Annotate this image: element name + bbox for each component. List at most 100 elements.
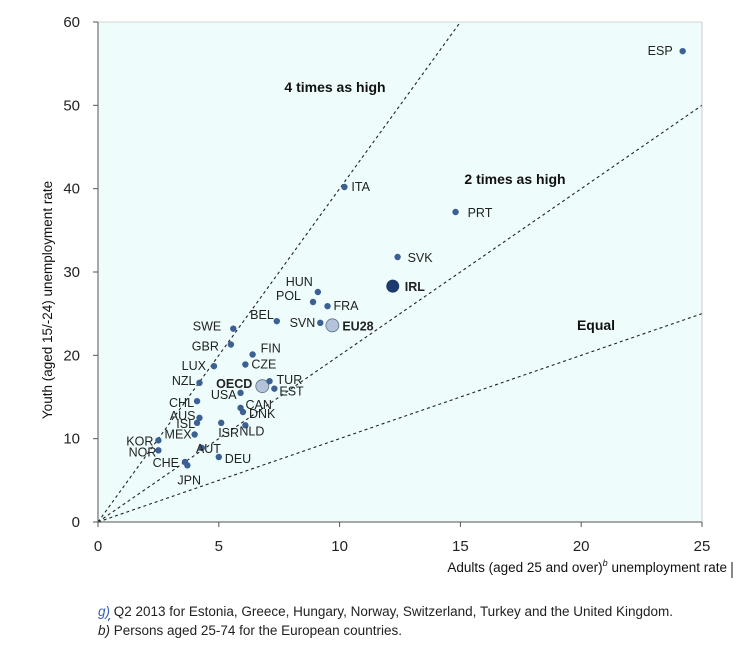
data-point <box>249 351 256 358</box>
x-tick-label: 15 <box>452 538 469 555</box>
data-point-label: CAN <box>246 398 272 412</box>
data-point-label: LUX <box>182 359 207 373</box>
data-point <box>230 325 237 332</box>
data-point <box>191 431 198 438</box>
y-tick-label: 60 <box>63 14 80 31</box>
reference-line-label: Equal <box>577 317 615 333</box>
data-point-label: NZL <box>172 374 196 388</box>
data-point <box>198 444 206 452</box>
x-tick-label: 25 <box>694 538 711 555</box>
y-tick-label: 0 <box>72 514 80 531</box>
reference-line-label: 4 times as high <box>284 79 385 95</box>
footnote-b: b) Persons aged 25-74 for the European c… <box>98 621 673 640</box>
data-point <box>227 341 235 348</box>
y-tick-label: 30 <box>63 264 80 281</box>
x-axis-title: Adults (aged 25 and over)b unemployment … <box>447 558 727 575</box>
data-point-label: SVK <box>408 251 434 265</box>
data-point <box>452 208 459 216</box>
reference-line-label: 2 times as high <box>464 171 565 187</box>
footnote-a: g) Q2 2013 for Estonia, Greece, Hungary,… <box>98 602 673 621</box>
data-point-label: FRA <box>334 299 360 313</box>
data-point-label: SWE <box>193 320 221 334</box>
data-point <box>242 361 249 368</box>
data-point <box>218 419 225 427</box>
data-point <box>266 377 273 385</box>
footnote-a-text: Q2 2013 for Estonia, Greece, Hungary, No… <box>110 604 674 619</box>
data-point-label: EU28 <box>342 319 373 333</box>
y-axis-title: Youth (aged 15/-24) unemployment rate <box>40 181 55 419</box>
x-tick-label: 10 <box>331 538 348 555</box>
data-point <box>215 453 222 461</box>
x-tick-label: 0 <box>94 538 102 555</box>
data-point-label: TUR <box>277 373 303 387</box>
data-point-label: MEX <box>165 428 193 442</box>
data-point <box>155 437 162 444</box>
y-tick-label: 50 <box>63 97 80 114</box>
data-point <box>679 47 686 55</box>
data-point-label: PRT <box>468 206 493 220</box>
data-point <box>155 447 162 454</box>
tick-labels: 0 5 10 15 20 25 0 10 20 30 40 50 60 <box>63 14 710 555</box>
data-point <box>210 362 218 370</box>
data-point <box>193 397 201 405</box>
data-point-label: ISR <box>218 426 239 440</box>
data-point-label: NLD <box>239 424 264 438</box>
data-point-label: OECD <box>216 377 252 391</box>
data-point-label: ISL <box>176 417 195 431</box>
data-point-label: ITA <box>351 180 370 194</box>
data-point-label: IRL <box>405 280 426 294</box>
data-point <box>314 288 322 296</box>
data-point-label: USA <box>211 388 237 402</box>
footnotes: g) Q2 2013 for Estonia, Greece, Hungary,… <box>98 602 673 640</box>
data-point-label: CHE <box>153 456 179 470</box>
data-point-label: FIN <box>261 342 281 356</box>
data-point-label: JPN <box>177 473 201 487</box>
x-tick-label: 20 <box>573 538 590 555</box>
data-point <box>394 253 401 261</box>
data-point <box>242 422 249 429</box>
data-point <box>341 183 348 191</box>
data-point <box>325 318 340 333</box>
footnote-b-text: Persons aged 25-74 for the European coun… <box>110 623 402 638</box>
data-point <box>184 462 191 469</box>
data-point-label: CZE <box>251 358 276 372</box>
data-point <box>239 408 247 416</box>
y-tick-label: 40 <box>63 181 80 198</box>
x-axis-title-main: Adults (aged 25 and over) <box>447 560 602 575</box>
data-point-label: KOR <box>126 434 153 448</box>
scatter-chart: 4 times as high 2 times as high Equal 0 5 10… <box>40 14 733 578</box>
x-axis-title-tail: unemployment rate <box>608 560 727 575</box>
footnote-a-key: g) <box>98 604 111 619</box>
data-point <box>317 319 324 327</box>
data-point-label: NOR <box>129 445 157 459</box>
data-point-label: GBR <box>192 340 219 354</box>
plot-area <box>98 22 702 522</box>
footnote-b-key: b) <box>98 623 111 638</box>
data-point-label: AUS <box>170 409 196 423</box>
data-point <box>255 379 270 394</box>
data-point <box>237 389 244 397</box>
data-point <box>273 317 280 325</box>
x-tick-label: 5 <box>215 538 223 555</box>
data-point <box>271 385 278 392</box>
data-point <box>196 379 203 387</box>
reference-line <box>97 313 703 523</box>
y-tick-label: 10 <box>63 431 80 448</box>
data-point <box>193 419 201 427</box>
data-point <box>386 279 400 293</box>
data-point-label: CHL <box>169 396 194 410</box>
data-point-label: HUN <box>286 275 313 289</box>
data-point-label: SVN <box>290 316 316 330</box>
data-point-label: EST <box>279 385 304 399</box>
data-point-label: POL <box>276 289 301 303</box>
data-point-label: AUT <box>196 442 221 456</box>
data-point <box>324 302 331 310</box>
data-point-label: BEL <box>250 308 274 322</box>
reference-line <box>97 104 703 523</box>
reference-lines: 4 times as high 2 times as high Equal <box>97 21 703 523</box>
data-point-label: DNK <box>249 407 276 421</box>
x-axis-title-sup: b <box>603 558 608 568</box>
data-point-label: DEU <box>225 452 251 466</box>
data-point-label: ESP <box>648 44 673 58</box>
